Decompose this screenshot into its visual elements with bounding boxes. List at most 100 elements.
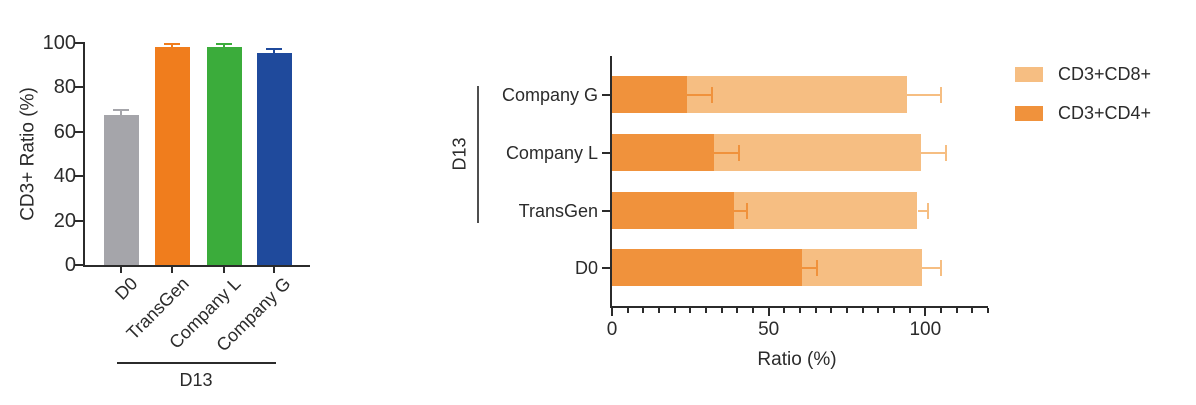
- left-y-tick-label: 40: [53, 165, 76, 188]
- legend-item: CD3+CD4+: [1015, 104, 1151, 122]
- left-x-category-label: D0: [111, 273, 142, 304]
- right-x-major-tick: [611, 308, 613, 316]
- right-x-tick-label: 50: [758, 319, 780, 340]
- right-cd4-error-line: [713, 151, 739, 154]
- left-y-tick: [75, 175, 83, 178]
- left-error-line: [273, 49, 275, 53]
- left-error-line: [223, 43, 225, 48]
- right-x-minor-tick: [893, 308, 895, 313]
- right-bar-cd8-segment: [734, 192, 918, 229]
- left-y-tick-label: 100: [42, 32, 76, 54]
- right-y-category-label: D0: [574, 257, 598, 278]
- right-x-minor-tick: [720, 308, 723, 313]
- left-y-tick: [75, 86, 83, 89]
- left-x-tick: [171, 267, 173, 273]
- right-y-category-label: TransGen: [518, 200, 598, 221]
- right-x-minor-tick: [940, 308, 942, 313]
- right-bar-cd4-segment: [612, 192, 735, 229]
- right-x-minor-tick: [987, 308, 989, 313]
- right-x-minor-tick: [971, 308, 974, 313]
- right-x-minor-tick: [658, 308, 660, 313]
- right-total-error-line: [920, 151, 946, 154]
- left-x-tick: [273, 267, 275, 273]
- left-bar: [154, 47, 190, 265]
- left-y-tick: [75, 130, 83, 133]
- right-x-minor-tick: [689, 308, 692, 313]
- right-cd4-error-cap: [745, 202, 748, 219]
- right-x-minor-tick: [814, 308, 817, 313]
- legend-swatch: [1015, 66, 1043, 82]
- right-x-minor-tick: [861, 308, 864, 313]
- left-plot-area: 0 20 40 60 80 100 D0 TransGen Company L Company G: [0, 0, 400, 405]
- right-x-minor-tick: [752, 308, 754, 313]
- right-x-minor-tick: [783, 308, 786, 313]
- left-y-tick: [75, 264, 83, 266]
- left-y-tick-label: 0: [64, 254, 76, 276]
- legend-item: CD3+CD8+: [1015, 65, 1151, 83]
- left-y-tick: [75, 42, 83, 44]
- right-total-error-cap: [944, 144, 947, 161]
- right-x-minor-tick: [908, 308, 911, 313]
- right-x-minor-tick: [846, 308, 848, 313]
- left-y-axis-line: [83, 42, 85, 267]
- right-bar-cd8-segment: [687, 76, 907, 113]
- right-total-error-line: [922, 266, 941, 269]
- right-bar-cd4-segment: [612, 134, 714, 171]
- left-group-label: D13: [179, 370, 213, 390]
- right-y-tick: [602, 209, 610, 212]
- right-cd4-error-line: [801, 266, 818, 269]
- right-x-minor-tick: [673, 308, 676, 313]
- right-cd4-error-line: [734, 209, 747, 212]
- left-error-cap: [216, 42, 232, 45]
- left-bar: [256, 52, 292, 265]
- left-y-tick-label: 60: [53, 120, 76, 143]
- right-x-minor-tick: [799, 308, 801, 313]
- legend-swatch: [1015, 105, 1043, 121]
- right-total-error-cap: [927, 202, 930, 219]
- right-group-label: D13: [449, 137, 470, 171]
- right-plot-area: Company G Company L TransGen D0 0 50 100: [400, 0, 1196, 405]
- right-total-error-cap: [940, 86, 942, 103]
- right-group-bracket: [477, 86, 479, 223]
- right-total-error-line: [917, 209, 929, 212]
- left-x-tick: [223, 267, 225, 273]
- right-y-category-label: Company L: [505, 142, 598, 163]
- left-error-cap: [164, 42, 180, 45]
- left-error-line: [120, 109, 122, 116]
- right-bar-cd4-segment: [612, 249, 802, 286]
- right-total-error-cap: [940, 259, 942, 276]
- right-x-minor-tick: [736, 308, 739, 313]
- right-x-minor-tick: [705, 308, 707, 313]
- left-bar: [206, 47, 242, 265]
- legend-label: CD3+CD4+: [1058, 103, 1152, 123]
- right-x-axis-title: Ratio (%): [757, 349, 837, 370]
- right-bar-cd8-segment: [801, 249, 923, 286]
- left-group-underline: [117, 362, 276, 364]
- right-y-tick: [602, 151, 610, 154]
- right-x-major-tick: [767, 308, 770, 316]
- right-cd4-error-line: [687, 93, 713, 96]
- right-cd4-error-cap: [816, 259, 819, 276]
- left-x-tick: [120, 267, 122, 273]
- right-bar-cd8-segment: [713, 134, 921, 171]
- left-bar-chart: CD3+ Ratio (%) 0 20 40 60 80 100 D0 TransGen Com…: [0, 0, 400, 405]
- legend: CD3+CD8+ CD3+CD4+: [1015, 0, 1196, 150]
- left-bar: [103, 115, 139, 265]
- left-error-cap: [266, 48, 282, 51]
- left-error-line: [171, 43, 173, 48]
- right-y-category-label: Company G: [501, 84, 598, 105]
- right-y-tick: [602, 266, 610, 269]
- right-x-major-tick: [924, 308, 927, 316]
- left-y-tick: [75, 219, 83, 222]
- right-stacked-bar-chart: Company G Company L TransGen D0 0 50 100 D13 R…: [400, 0, 1196, 405]
- right-x-minor-tick: [955, 308, 958, 313]
- right-y-tick: [602, 93, 610, 96]
- right-x-minor-tick: [830, 308, 833, 313]
- right-x-minor-tick: [877, 308, 880, 313]
- left-x-axis-line: [83, 265, 310, 267]
- left-error-cap: [113, 108, 129, 111]
- right-x-minor-tick: [642, 308, 645, 313]
- right-cd4-error-cap: [737, 144, 740, 161]
- right-total-error-line: [906, 93, 941, 96]
